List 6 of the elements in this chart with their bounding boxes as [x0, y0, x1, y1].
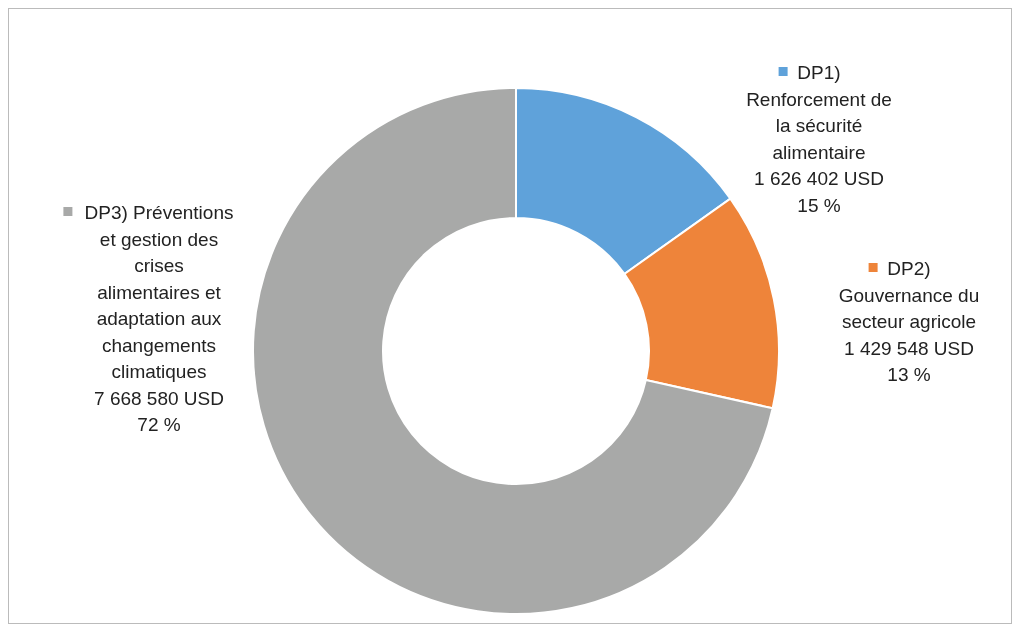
data-label: 1 626 402 USD 15 %: [754, 168, 884, 216]
legend-label: DP1) Renforcement de la sécurité alimentaire: [746, 62, 892, 163]
data-label: 7 668 580 USD 72 %: [94, 387, 224, 435]
data-label: 1 429 548 USD 13 %: [844, 337, 974, 385]
legend-label: DP3) Préventions et gestion des crises alimentaires et adaptation aux changements climatiques: [84, 202, 234, 382]
legend-label: DP2) Gouvernance du secteur agricole: [838, 258, 980, 332]
